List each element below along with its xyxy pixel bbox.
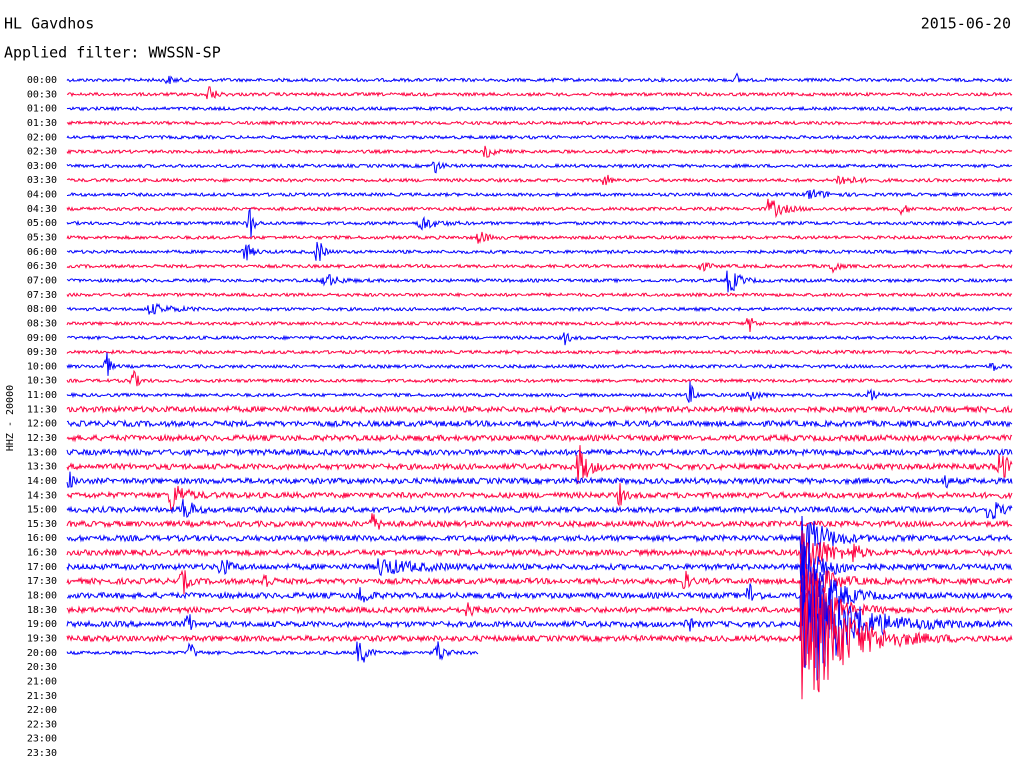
trace <box>66 145 1013 158</box>
time-label: 20:00 <box>27 648 57 659</box>
time-label: 08:00 <box>27 304 57 315</box>
trace <box>66 241 1013 261</box>
time-label: 18:00 <box>27 591 57 602</box>
time-label: 02:30 <box>27 147 57 158</box>
trace <box>66 302 1013 315</box>
time-label: 07:30 <box>27 290 57 301</box>
trace <box>66 567 1013 668</box>
trace <box>66 499 1013 520</box>
time-label: 18:30 <box>27 605 57 616</box>
time-label: 10:00 <box>27 361 57 372</box>
time-label: 11:30 <box>27 404 57 415</box>
time-label: 22:00 <box>27 705 57 716</box>
trace <box>66 545 1013 592</box>
trace <box>66 369 1013 387</box>
trace <box>66 291 1013 298</box>
trace <box>66 231 1013 244</box>
trace <box>66 174 1013 186</box>
trace <box>66 541 1013 641</box>
trace <box>66 566 1013 681</box>
trace <box>66 513 1013 530</box>
trace <box>66 418 1013 429</box>
station: HL Gavdhos <box>4 15 94 33</box>
time-label: 05:30 <box>27 233 57 244</box>
trace <box>66 198 1013 219</box>
time-label: 12:30 <box>27 433 57 444</box>
time-label: 03:30 <box>27 175 57 186</box>
trace <box>66 404 1013 415</box>
trace <box>67 189 1013 199</box>
trace <box>66 105 1013 112</box>
trace <box>66 86 1013 100</box>
time-label: 14:30 <box>27 490 57 501</box>
time-label: 13:30 <box>27 462 57 473</box>
time-label: 04:00 <box>27 190 57 201</box>
time-label: 19:00 <box>27 619 57 630</box>
time-label: 15:30 <box>27 519 57 530</box>
time-label: 01:30 <box>27 118 57 129</box>
time-label: 05:00 <box>27 218 57 229</box>
time-label: 20:30 <box>27 662 57 673</box>
time-label: 09:00 <box>27 333 57 344</box>
trace <box>66 317 1013 333</box>
time-label: 19:30 <box>27 633 57 644</box>
trace <box>66 433 1013 443</box>
time-label: 21:30 <box>27 691 57 702</box>
trace <box>66 348 1013 356</box>
trace <box>66 471 1013 489</box>
time-label: 06:30 <box>27 261 57 272</box>
time-label: 04:30 <box>27 204 57 215</box>
date: 2015-06-20 <box>921 15 1011 33</box>
trace <box>66 270 1013 293</box>
time-label: 23:00 <box>27 734 57 745</box>
trace <box>66 262 1013 274</box>
trace <box>66 352 1013 376</box>
time-label: 21:00 <box>27 676 57 687</box>
trace <box>66 332 1013 346</box>
trace <box>66 561 1013 602</box>
time-label: 17:30 <box>27 576 57 587</box>
filter: Applied filter: WWSSN-SP <box>4 44 221 62</box>
time-label: 00:30 <box>27 89 57 100</box>
time-label: 16:30 <box>27 548 57 559</box>
axis-label: HHZ - 20000 <box>5 385 16 451</box>
trace <box>66 641 479 663</box>
time-label: 01:00 <box>27 104 57 115</box>
trace <box>66 207 1013 238</box>
trace <box>66 515 1013 562</box>
time-label: 11:00 <box>27 390 57 401</box>
time-label: 15:00 <box>27 505 57 516</box>
trace <box>66 447 1013 457</box>
trace <box>66 161 1013 174</box>
trace <box>66 134 1013 141</box>
time-label: 12:00 <box>27 419 57 430</box>
time-label: 16:00 <box>27 533 57 544</box>
time-label: 17:00 <box>27 562 57 573</box>
time-label: 07:00 <box>27 275 57 286</box>
trace <box>66 381 1013 403</box>
time-label: 08:30 <box>27 318 57 329</box>
time-label: 13:00 <box>27 447 57 458</box>
trace <box>66 72 1013 85</box>
time-label: 00:00 <box>27 75 57 86</box>
trace <box>66 530 1013 577</box>
time-label: 23:30 <box>27 748 57 759</box>
trace <box>66 581 1013 700</box>
time-label: 14:00 <box>27 476 57 487</box>
time-label: 03:00 <box>27 161 57 172</box>
time-label: 22:30 <box>27 719 57 730</box>
time-label: 09:30 <box>27 347 57 358</box>
time-label: 06:00 <box>27 247 57 258</box>
trace <box>66 445 1013 484</box>
time-label: 02:00 <box>27 132 57 143</box>
time-label: 10:30 <box>27 376 57 387</box>
trace <box>66 119 1013 126</box>
trace <box>66 483 1013 511</box>
